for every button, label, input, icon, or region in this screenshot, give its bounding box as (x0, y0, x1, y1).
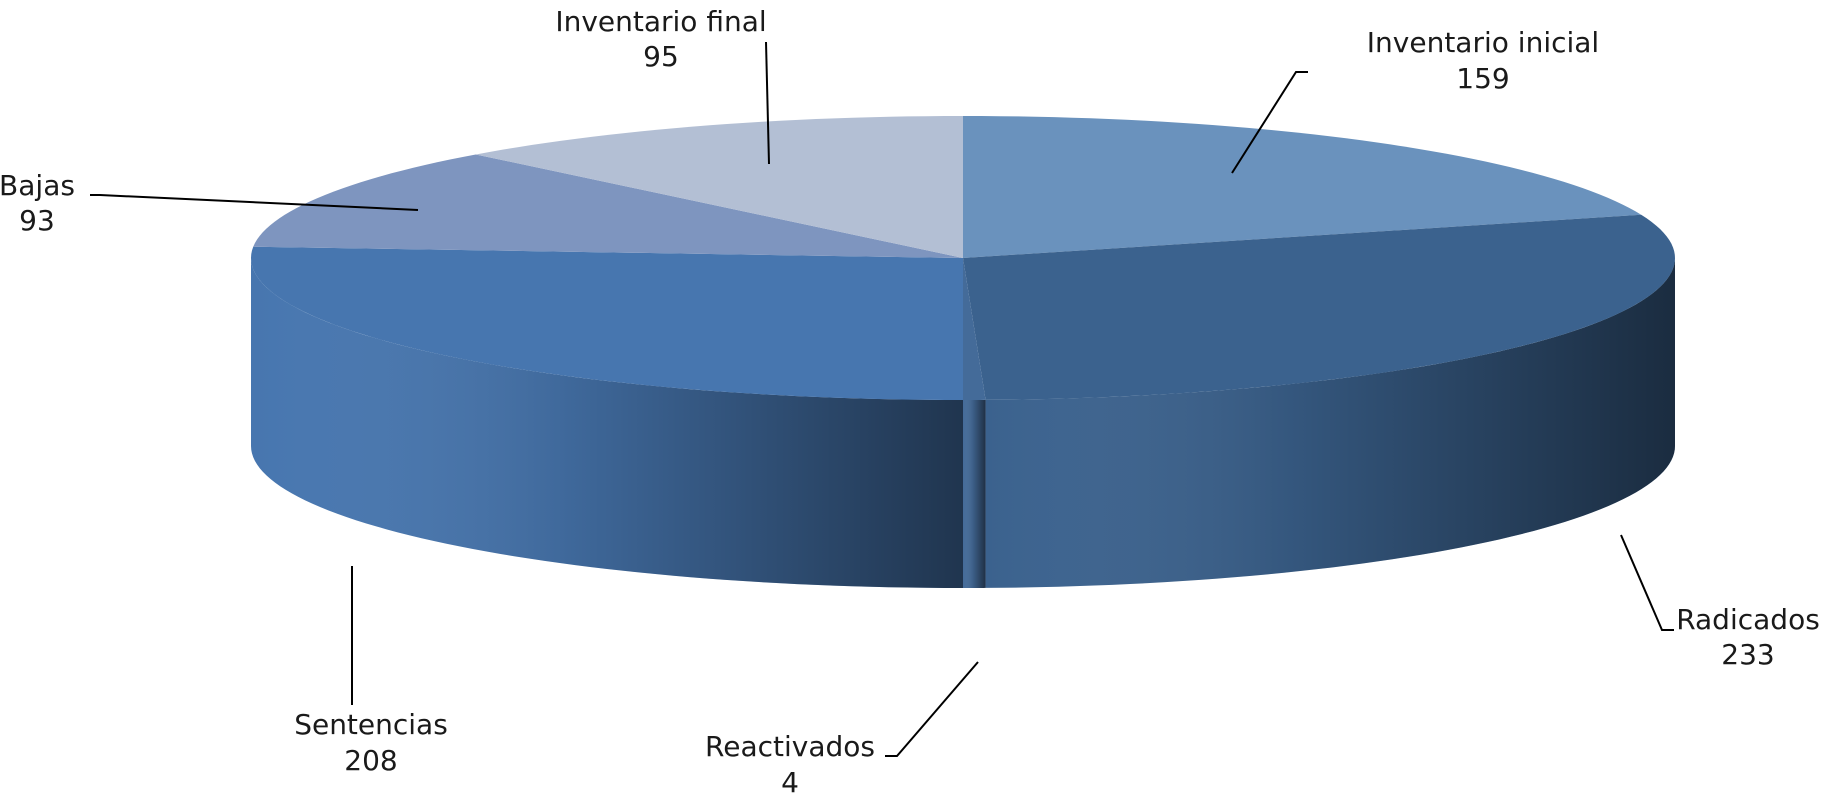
leader-line-inventario-inicial (1231, 71, 1308, 174)
pie-side-shade-radicados (985, 258, 1675, 588)
data-label-value-inventario-final: 95 (643, 40, 679, 73)
data-label-value-sentencias: 208 (344, 744, 397, 777)
leader-line-inventario-final (765, 41, 770, 165)
leader-line-reactivados (885, 661, 979, 757)
data-label-category-bajas: Bajas (0, 169, 75, 202)
data-label-value-radicados: 233 (1721, 638, 1774, 671)
pie-slice-bajas (253, 154, 964, 258)
data-label-value-reactivados: 4 (781, 766, 799, 794)
pie-slice-inventario-inicial (963, 116, 1642, 258)
data-label-category-radicados: Radicados (1676, 603, 1820, 636)
pie-slice-sentencias (251, 246, 963, 400)
leader-line-bajas (90, 194, 419, 211)
pie-side-shade-reactivados (963, 399, 986, 588)
leader-line-radicados (1620, 534, 1674, 631)
data-label-category-sentencias: Sentencias (294, 708, 448, 741)
pie-slice-reactivados (963, 258, 986, 400)
data-label-category-inventario-inicial: Inventario inicial (1367, 26, 1599, 59)
data-label-category-inventario-final: Inventario final (555, 5, 766, 38)
pie-side-shade-sentencias (251, 258, 963, 588)
data-label-category-reactivados: Reactivados (705, 730, 875, 763)
data-label-value-bajas: 93 (19, 204, 55, 237)
pie-slice-inventario-final (475, 116, 963, 258)
data-label-value-inventario-inicial: 159 (1456, 62, 1509, 95)
pie-slice-radicados (963, 214, 1675, 400)
